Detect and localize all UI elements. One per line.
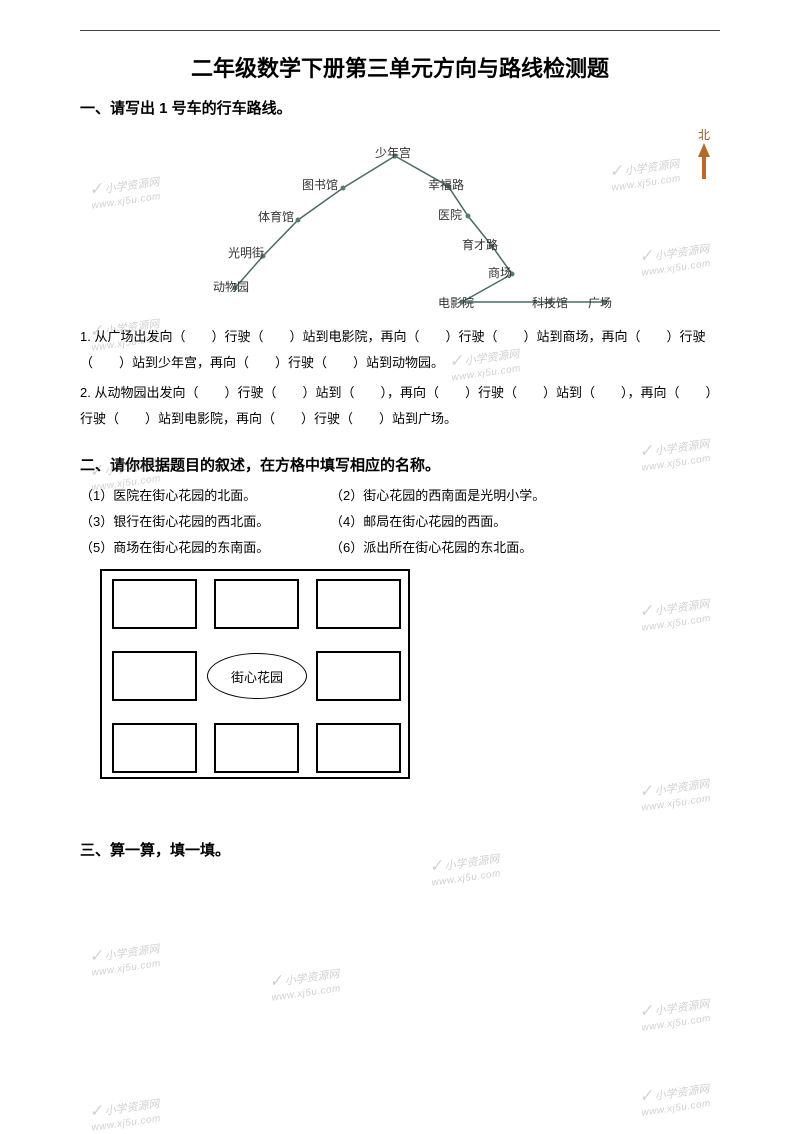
watermark-7: ✓小学资源网www.xj5u.com [638,595,712,634]
section3-heading: 三、算一算，填一填。 [80,839,720,860]
grid-cell-1 [214,579,299,629]
compass-arrow-icon [698,143,710,157]
item-3: （3）银行在街心花园的西北面。 [80,509,330,535]
map-label-hosp: 医院 [438,206,462,223]
page-title: 二年级数学下册第三单元方向与路线检测题 [80,51,720,83]
watermark-8: ✓小学资源网www.xj5u.com [638,775,712,814]
watermark-10: ✓小学资源网www.xj5u.com [88,940,162,979]
map-label-lib: 图书馆 [302,176,338,193]
top-horizontal-rule [80,30,720,31]
grid-center-label: 街心花园 [207,653,307,699]
watermark-11: ✓小学资源网www.xj5u.com [268,965,342,1004]
grid-cell-4 [316,651,401,701]
map-label-xfr: 幸福路 [428,176,464,193]
q1-text: 1. 从广场出发向（ ）行驶（ ）站到电影院，再向（ ）行驶（ ）站到商场，再向… [80,324,720,376]
map-label-plaza: 广场 [588,294,612,311]
watermark-13: ✓小学资源网www.xj5u.com [638,1080,712,1119]
map-label-tech: 科技馆 [532,294,568,311]
grid-cell-6 [214,723,299,773]
map-label-cinema: 电影院 [438,294,474,311]
q2-text: 2. 从动物园出发向（ ）行驶（ ）站到（ ），再向（ ）行驶（ ）站到（ ），… [80,380,720,432]
map-label-yfr: 育才路 [462,236,498,253]
section2-items: （1）医院在街心花园的北面。 （2）街心花园的西南面是光明小学。 （3）银行在街… [80,483,720,561]
item-4: （4）邮局在街心花园的西面。 [330,509,506,535]
section2-row-2: （3）银行在街心花园的西北面。 （4）邮局在街心花园的西面。 [80,509,720,535]
watermark-12: ✓小学资源网www.xj5u.com [638,995,712,1034]
grid-diagram: 街心花园 [100,569,410,779]
compass: 北 [698,126,710,179]
item-1: （1）医院在街心花园的北面。 [80,483,330,509]
item-6: （6）派出所在街心花园的东北面。 [330,535,532,561]
grid-cell-5 [112,723,197,773]
item-5: （5）商场在街心花园的东南面。 [80,535,330,561]
map-label-snr: 少年宫 [375,144,411,161]
item-2: （2）街心花园的西南面是光明小学。 [330,483,545,509]
watermark-14: ✓小学资源网www.xj5u.com [88,1095,162,1134]
route-map: 北 少年宫图书馆幸福路体育馆医院光明街育才路动物园商场电影院科技馆广场 [150,126,650,316]
compass-shaft [702,157,706,179]
section1-heading: 一、请写出 1 号车的行车路线。 [80,97,720,118]
map-label-gmj: 光明街 [228,244,264,261]
map-label-mall: 商场 [488,264,512,281]
grid-cell-0 [112,579,197,629]
map-label-gym: 体育馆 [258,208,294,225]
grid-cell-2 [316,579,401,629]
section2-row-1: （1）医院在街心花园的北面。 （2）街心花园的西南面是光明小学。 [80,483,720,509]
grid-cell-3 [112,651,197,701]
compass-label: 北 [698,126,710,143]
section2-row-3: （5）商场在街心花园的东南面。 （6）派出所在街心花园的东北面。 [80,535,720,561]
grid-cell-7 [316,723,401,773]
map-label-zoo: 动物园 [213,278,249,295]
section2-heading: 二、请你根据题目的叙述，在方格中填写相应的名称。 [80,454,720,475]
